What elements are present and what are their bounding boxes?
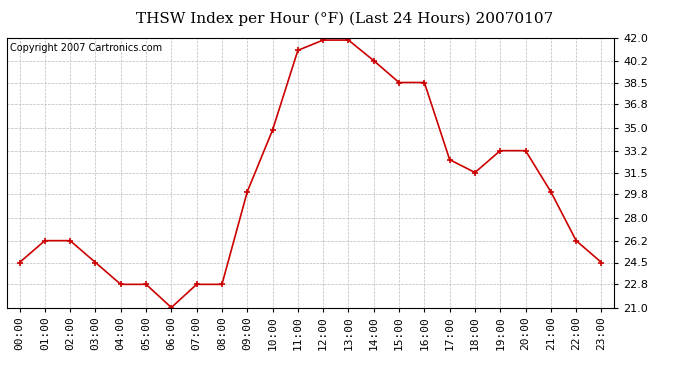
Text: THSW Index per Hour (°F) (Last 24 Hours) 20070107: THSW Index per Hour (°F) (Last 24 Hours)…: [137, 11, 553, 26]
Text: Copyright 2007 Cartronics.com: Copyright 2007 Cartronics.com: [10, 43, 162, 53]
